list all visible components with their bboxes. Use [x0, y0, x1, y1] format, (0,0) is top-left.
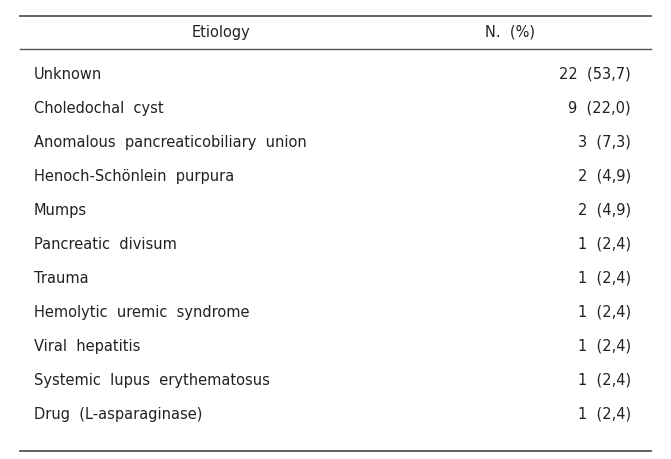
Text: Drug  (L-asparaginase): Drug (L-asparaginase) — [34, 407, 202, 421]
Text: 9  (22,0): 9 (22,0) — [568, 101, 631, 116]
Text: Hemolytic  uremic  syndrome: Hemolytic uremic syndrome — [34, 305, 249, 319]
Text: Mumps: Mumps — [34, 203, 87, 218]
Text: 1  (2,4): 1 (2,4) — [578, 339, 631, 353]
Text: Choledochal  cyst: Choledochal cyst — [34, 101, 163, 116]
Text: N.  (%): N. (%) — [485, 25, 535, 39]
Text: 2  (4,9): 2 (4,9) — [578, 169, 631, 184]
Text: Trauma: Trauma — [34, 271, 88, 285]
Text: Etiology: Etiology — [192, 25, 251, 39]
Text: 22  (53,7): 22 (53,7) — [559, 67, 631, 82]
Text: Unknown: Unknown — [34, 67, 102, 82]
Text: Anomalous  pancreaticobiliary  union: Anomalous pancreaticobiliary union — [34, 135, 306, 150]
Text: 1  (2,4): 1 (2,4) — [578, 271, 631, 285]
Text: Systemic  lupus  erythematosus: Systemic lupus erythematosus — [34, 373, 270, 387]
Text: 1  (2,4): 1 (2,4) — [578, 373, 631, 387]
Text: 1  (2,4): 1 (2,4) — [578, 407, 631, 421]
Text: 3  (7,3): 3 (7,3) — [578, 135, 631, 150]
Text: 1  (2,4): 1 (2,4) — [578, 305, 631, 319]
Text: 1  (2,4): 1 (2,4) — [578, 237, 631, 252]
Text: Viral  hepatitis: Viral hepatitis — [34, 339, 140, 353]
Text: Pancreatic  divisum: Pancreatic divisum — [34, 237, 176, 252]
Text: 2  (4,9): 2 (4,9) — [578, 203, 631, 218]
Text: Henoch-Schönlein  purpura: Henoch-Schönlein purpura — [34, 169, 234, 184]
